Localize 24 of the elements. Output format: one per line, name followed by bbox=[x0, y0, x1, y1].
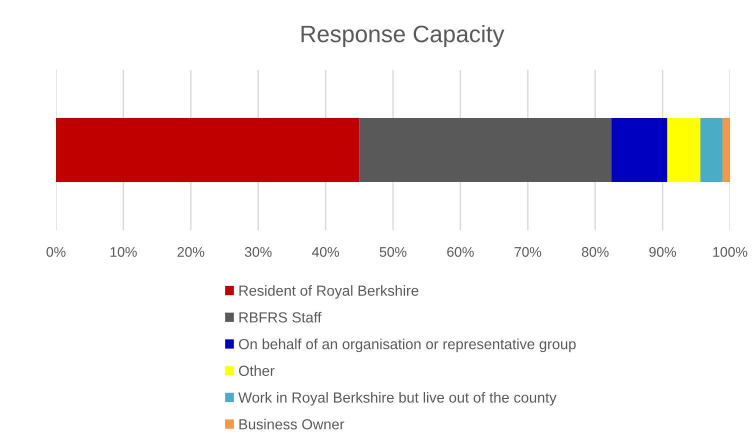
legend-label: On behalf of an organisation or representative group bbox=[238, 338, 576, 352]
legend-label: Business Owner bbox=[239, 418, 344, 430]
x-tick-label: 70% bbox=[514, 247, 542, 257]
x-tick-label: 60% bbox=[447, 247, 474, 257]
x-tick-label: 10% bbox=[110, 247, 137, 257]
bar bbox=[667, 118, 700, 182]
chart-title: Response Capacity bbox=[302, 24, 504, 48]
x-tick-label: 40% bbox=[312, 247, 340, 257]
bar bbox=[611, 118, 668, 182]
x-tick-label: 30% bbox=[244, 247, 272, 257]
x-tick-label: 100% bbox=[713, 247, 748, 257]
bar bbox=[722, 118, 730, 182]
legend-label: Other bbox=[238, 365, 274, 376]
x-tick-label: 20% bbox=[178, 247, 204, 257]
x-tick-label: 0% bbox=[46, 247, 66, 257]
x-tick-label: 90% bbox=[649, 247, 676, 257]
x-tick-label: 50% bbox=[380, 247, 406, 257]
legend-label: RBFRS Staff bbox=[239, 312, 322, 323]
bar bbox=[56, 118, 360, 182]
legend-label: Resident of Royal Berkshire bbox=[239, 285, 418, 299]
x-tick-label: 80% bbox=[582, 247, 609, 257]
bar bbox=[700, 118, 723, 182]
bar bbox=[359, 118, 612, 182]
legend-label: Work in Royal Berkshire but live out of the county bbox=[238, 392, 557, 406]
